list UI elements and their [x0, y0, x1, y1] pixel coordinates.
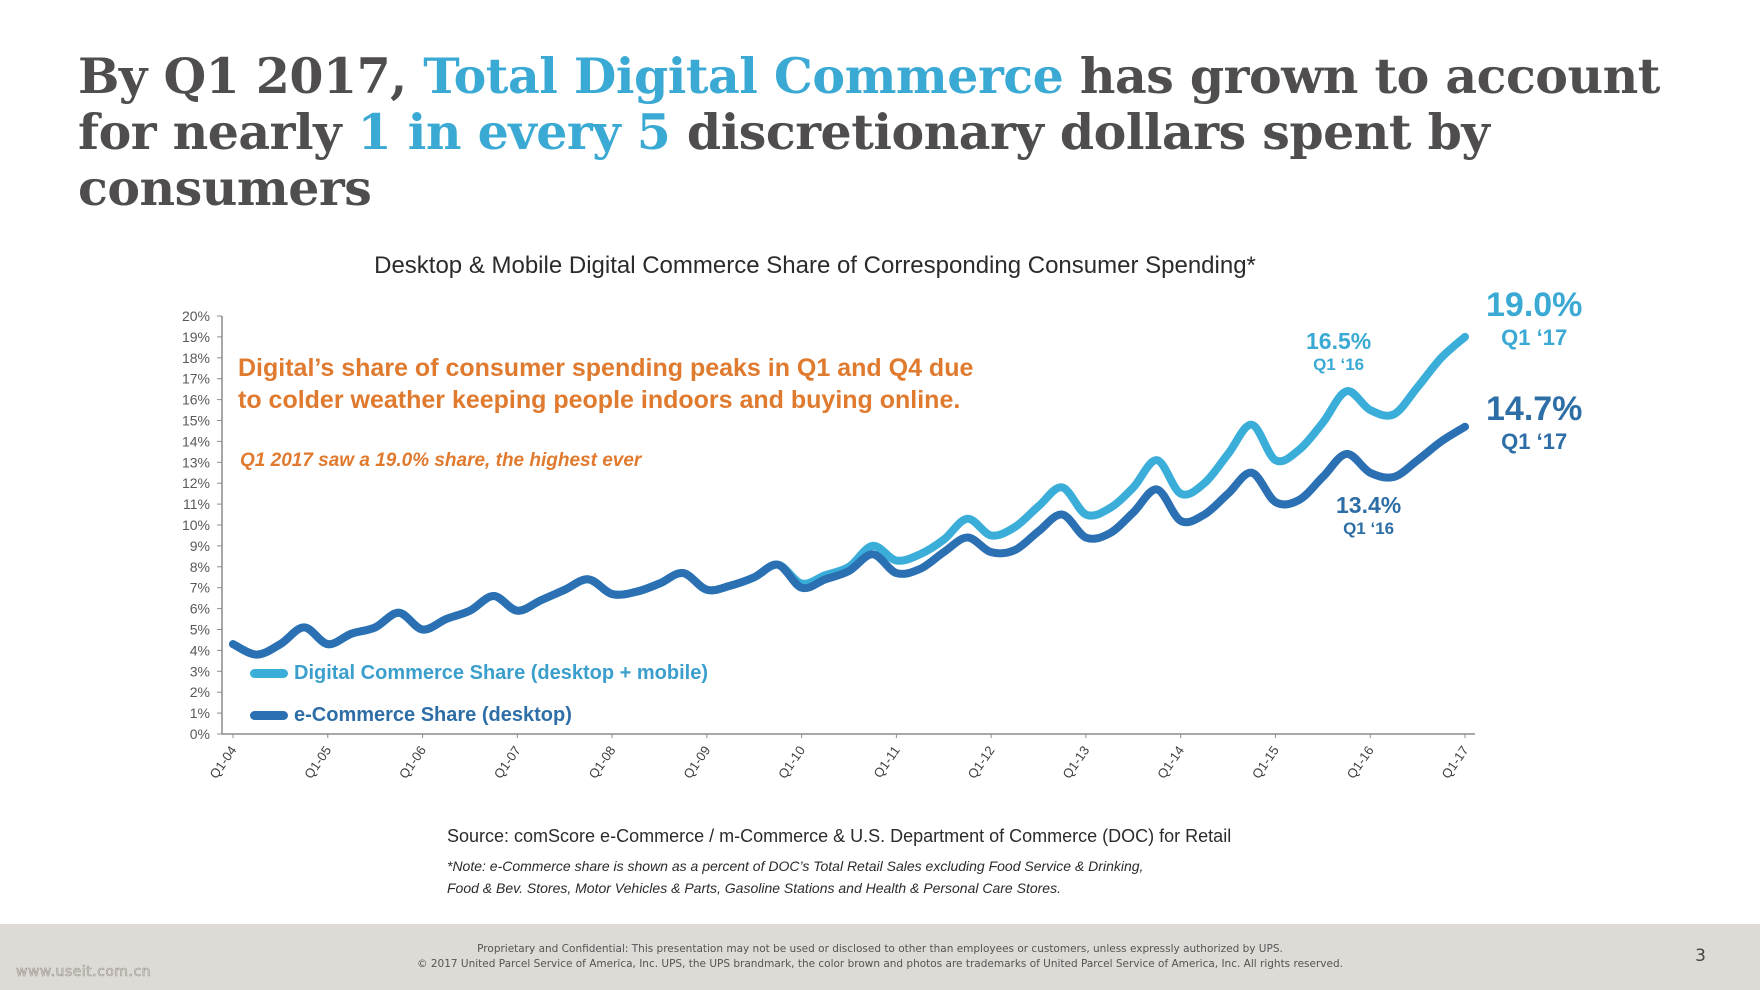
y-tick-label: 16% — [182, 392, 210, 408]
series-lines — [229, 332, 1469, 659]
x-tick-label: Q1-10 — [775, 743, 808, 781]
annotation-digital-q1-17: 19.0% Q1 ‘17 — [1486, 286, 1582, 351]
y-tick-label: 18% — [182, 350, 210, 366]
x-tick-label: Q1-05 — [301, 743, 334, 781]
x-tick-label: Q1-15 — [1249, 743, 1282, 781]
annotation-label: Q1 ‘16 — [1313, 355, 1365, 374]
x-tick-label: Q1-17 — [1438, 743, 1471, 781]
y-tick-label: 3% — [190, 663, 210, 679]
x-tick-label: Q1-09 — [680, 743, 713, 781]
y-tick-label: 0% — [190, 726, 210, 742]
confidential-notice: Proprietary and Confidential: This prese… — [0, 942, 1760, 972]
legend-swatch-desktop — [250, 711, 288, 720]
legend-label-digital: Digital Commerce Share (desktop + mobile… — [294, 662, 708, 684]
legend-item-desktop: e-Commerce Share (desktop) — [250, 704, 572, 727]
x-tick-label: Q1-13 — [1059, 743, 1092, 781]
source-text: Source: comScore e-Commerce / m-Commerce… — [447, 826, 1232, 846]
chart-title: Desktop & Mobile Digital Commerce Share … — [374, 252, 1256, 279]
x-tick-label: Q1-07 — [491, 743, 524, 781]
y-tick-label: 8% — [190, 559, 210, 575]
annotation-value: 13.4% — [1336, 492, 1402, 518]
y-tick-label: 13% — [182, 454, 210, 470]
y-tick-label: 4% — [190, 642, 210, 658]
series-line-desktop — [229, 422, 1469, 659]
annotation-value: 19.0% — [1486, 286, 1583, 324]
y-tick-label: 1% — [190, 705, 210, 721]
annotation-value: 16.5% — [1306, 328, 1372, 354]
x-tick-label: Q1-04 — [206, 743, 239, 781]
x-tick-label: Q1-12 — [965, 743, 998, 781]
chart-title-wrap: Desktop & Mobile Digital Commerce Share … — [0, 252, 1760, 280]
y-tick-label: 14% — [182, 433, 210, 449]
annotation-label: Q1 ‘17 — [1501, 325, 1568, 350]
headline-part-2: has grown to account for nearly — [78, 47, 1660, 161]
headline-part-1: By Q1 2017, — [78, 47, 424, 105]
headline-highlight-1-in-5: 1 in every 5 — [357, 103, 671, 161]
callout-subtext: Q1 2017 saw a 19.0% share, the highest e… — [240, 450, 642, 471]
slide-footer: Proprietary and Confidential: This prese… — [0, 924, 1760, 990]
legend-item-digital: Digital Commerce Share (desktop + mobile… — [250, 662, 708, 685]
y-tick-label: 19% — [182, 329, 210, 345]
x-tick-label: Q1-08 — [586, 743, 619, 781]
x-tick-label: Q1-11 — [870, 743, 902, 780]
annotation-digital-q1-16: 16.5% Q1 ‘16 — [1306, 328, 1371, 375]
confidential-line-1: Proprietary and Confidential: This prese… — [477, 943, 1283, 955]
y-tick-label: 10% — [182, 517, 210, 533]
y-tick-label: 6% — [190, 601, 210, 617]
annotation-label: Q1 ‘16 — [1343, 519, 1395, 538]
line-chart: 0% 1% 2% 3% 4% 5% 6% 7% 8% 9% 10% 11% 12% 13% 14% 15% 16… — [182, 308, 1475, 781]
footnote-line-1: *Note: e-Commerce share is shown as a pe… — [447, 858, 1144, 874]
footnote-line-2: Food & Bev. Stores, Motor Vehicles & Par… — [447, 880, 1061, 896]
annotation-desktop-q1-17: 14.7% Q1 ‘17 — [1486, 390, 1582, 455]
y-tick-label: 20% — [182, 308, 210, 324]
watermark: www.useit.com.cn — [16, 964, 152, 981]
y-tick-label: 15% — [182, 413, 210, 429]
footnote: *Note: e-Commerce share is shown as a pe… — [447, 855, 1143, 899]
callout-box: Digital’s share of consumer spending pea… — [238, 352, 973, 416]
confidential-line-2: © 2017 United Parcel Service of America,… — [417, 958, 1343, 970]
y-axis-ticks: 0% 1% 2% 3% 4% 5% 6% 7% 8% 9% 10% 11% 12% 13% 14% 15% 16… — [182, 308, 222, 742]
annotation-desktop-q1-16: 13.4% Q1 ‘16 — [1336, 492, 1401, 539]
page-number: 3 — [1695, 946, 1706, 966]
x-tick-label: Q1-06 — [396, 743, 429, 781]
headline-part-3: discretionary dollars spent by consumers — [78, 103, 1490, 217]
y-tick-label: 7% — [190, 580, 210, 596]
y-tick-label: 2% — [190, 684, 210, 700]
x-tick-label: Q1-16 — [1344, 743, 1377, 781]
y-tick-label: 5% — [190, 622, 210, 638]
x-tick-label: Q1-14 — [1154, 743, 1187, 781]
y-tick-label: 11% — [183, 496, 210, 512]
y-tick-label: 12% — [182, 475, 210, 491]
x-axis-ticks: Q1-04 Q1-05 Q1-06 Q1-07 Q1-08 Q1-09 Q1-10 Q1-11… — [206, 734, 1471, 781]
legend-swatch-digital — [250, 669, 288, 678]
y-tick-label: 17% — [182, 371, 210, 387]
callout-line-2: to colder weather keeping people indoors… — [238, 386, 961, 414]
annotation-value: 14.7% — [1486, 390, 1583, 428]
callout-line-1: Digital’s share of consumer spending pea… — [238, 354, 974, 382]
y-tick-label: 9% — [190, 538, 210, 554]
legend-label-desktop: e-Commerce Share (desktop) — [294, 704, 572, 726]
annotation-label: Q1 ‘17 — [1501, 429, 1568, 454]
page-headline: By Q1 2017, Total Digital Commerce has g… — [78, 48, 1698, 216]
headline-highlight-total-digital-commerce: Total Digital Commerce — [423, 47, 1064, 105]
